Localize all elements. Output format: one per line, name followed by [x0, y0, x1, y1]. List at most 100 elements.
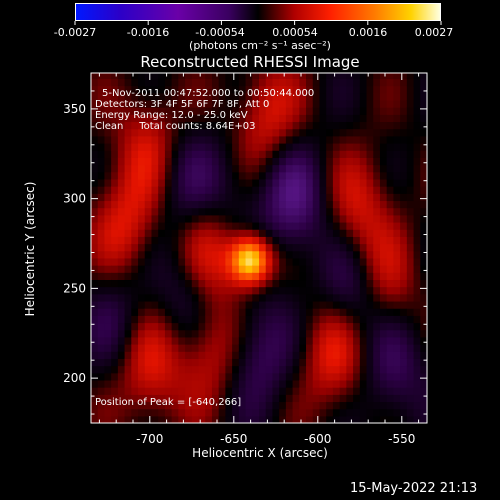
heatmap-cell	[413, 221, 421, 230]
heatmap-cell	[420, 394, 427, 403]
heatmap-cell	[124, 315, 132, 324]
heatmap-cell	[171, 243, 179, 252]
heatmap-cell	[198, 415, 206, 423]
heatmap-cell	[104, 336, 112, 345]
heatmap-cell	[252, 394, 260, 403]
heatmap-cell	[400, 379, 408, 388]
heatmap-cell	[259, 257, 267, 266]
heatmap-cell	[413, 171, 421, 180]
heatmap-cell	[164, 329, 173, 338]
heatmap-cell	[124, 329, 132, 338]
heatmap-cell	[124, 135, 132, 144]
heatmap-cell	[339, 293, 347, 302]
heatmap-cell	[359, 279, 368, 288]
heatmap-cell	[306, 344, 314, 352]
heatmap-cell	[211, 107, 220, 115]
heatmap-cell	[191, 394, 200, 403]
heatmap-cell	[319, 358, 327, 367]
heatmap-cell	[272, 300, 280, 309]
heatmap-cell	[306, 351, 314, 359]
heatmap-cell	[232, 315, 240, 324]
heatmap-cell	[131, 257, 139, 266]
heatmap-cell	[158, 250, 166, 259]
heatmap-cell	[111, 150, 119, 158]
heatmap-cell	[393, 250, 401, 259]
heatmap-cell	[292, 143, 300, 151]
heatmap-cell	[413, 394, 421, 403]
heatmap-cell	[252, 135, 260, 144]
heatmap-cell	[265, 143, 274, 151]
heatmap-cell	[279, 78, 287, 87]
heatmap-cell	[178, 107, 186, 115]
heatmap-cell	[406, 107, 415, 115]
heatmap-cell	[400, 171, 408, 180]
heatmap-cell	[332, 178, 341, 187]
heatmap-cell	[232, 171, 240, 180]
heatmap-cell	[420, 293, 427, 302]
heatmap-cell	[259, 99, 267, 108]
heatmap-cell	[312, 107, 321, 115]
heatmap-cell	[306, 322, 314, 331]
heatmap-cell	[379, 92, 388, 101]
heatmap-cell	[393, 143, 401, 151]
heatmap-cell	[400, 322, 408, 331]
heatmap-cell	[332, 114, 341, 123]
heatmap-cell	[406, 164, 415, 173]
heatmap-cell	[299, 143, 307, 151]
heatmap-cell	[312, 394, 321, 403]
heatmap-cell	[292, 365, 300, 374]
heatmap-cell	[111, 315, 119, 324]
heatmap-cell	[151, 150, 159, 158]
heatmap-cell	[353, 157, 361, 166]
heatmap-cell	[185, 243, 193, 252]
heatmap-cell	[406, 243, 415, 252]
heatmap-cell	[178, 387, 186, 395]
heatmap-cell	[279, 85, 287, 94]
heatmap-cell	[359, 401, 368, 410]
heatmap-cell	[245, 300, 253, 309]
heatmap-cell	[306, 415, 314, 423]
heatmap-cell	[117, 236, 126, 245]
colorbar-tick-label-5: 0.0027	[414, 26, 454, 39]
heatmap-cell	[151, 415, 159, 423]
heatmap-cell	[312, 143, 321, 151]
heatmap-cell	[259, 408, 267, 417]
heatmap-cell	[366, 92, 374, 101]
heatmap-cell	[312, 372, 321, 381]
heatmap-cell	[285, 114, 294, 123]
heatmap-cell	[238, 365, 247, 374]
heatmap-cell	[185, 221, 193, 230]
heatmap-cell	[178, 365, 186, 374]
heatmap-cell	[279, 293, 287, 302]
heatmap-cell	[205, 178, 213, 187]
heatmap-cell	[104, 164, 112, 173]
heatmap-cell	[225, 257, 233, 266]
heatmap-cell	[306, 92, 314, 101]
heatmap-cell	[252, 279, 260, 288]
heatmap-cell	[178, 257, 186, 266]
heatmap-cell	[238, 250, 247, 259]
heatmap-cell	[111, 300, 119, 309]
heatmap-cell	[413, 135, 421, 144]
heatmap-cell	[359, 85, 368, 94]
heatmap-cell	[332, 236, 341, 245]
heatmap-cell	[158, 107, 166, 115]
heatmap-cell	[366, 293, 374, 302]
heatmap-cell	[299, 171, 307, 180]
heatmap-cell	[205, 128, 213, 137]
heatmap-cell	[218, 415, 226, 423]
heatmap-cell	[332, 243, 341, 252]
heatmap-cell	[373, 128, 381, 137]
heatmap-cell	[232, 250, 240, 259]
heatmap-cell	[393, 358, 401, 367]
heatmap-cell	[400, 92, 408, 101]
heatmap-cell	[299, 178, 307, 187]
heatmap-cell	[211, 315, 220, 324]
heatmap-cell	[205, 372, 213, 381]
heatmap-cell	[111, 322, 119, 331]
heatmap-cell	[279, 186, 287, 194]
heatmap-cell	[386, 171, 394, 180]
heatmap-cell	[164, 265, 173, 273]
heatmap-cell	[205, 308, 213, 316]
heatmap-cell	[373, 236, 381, 245]
